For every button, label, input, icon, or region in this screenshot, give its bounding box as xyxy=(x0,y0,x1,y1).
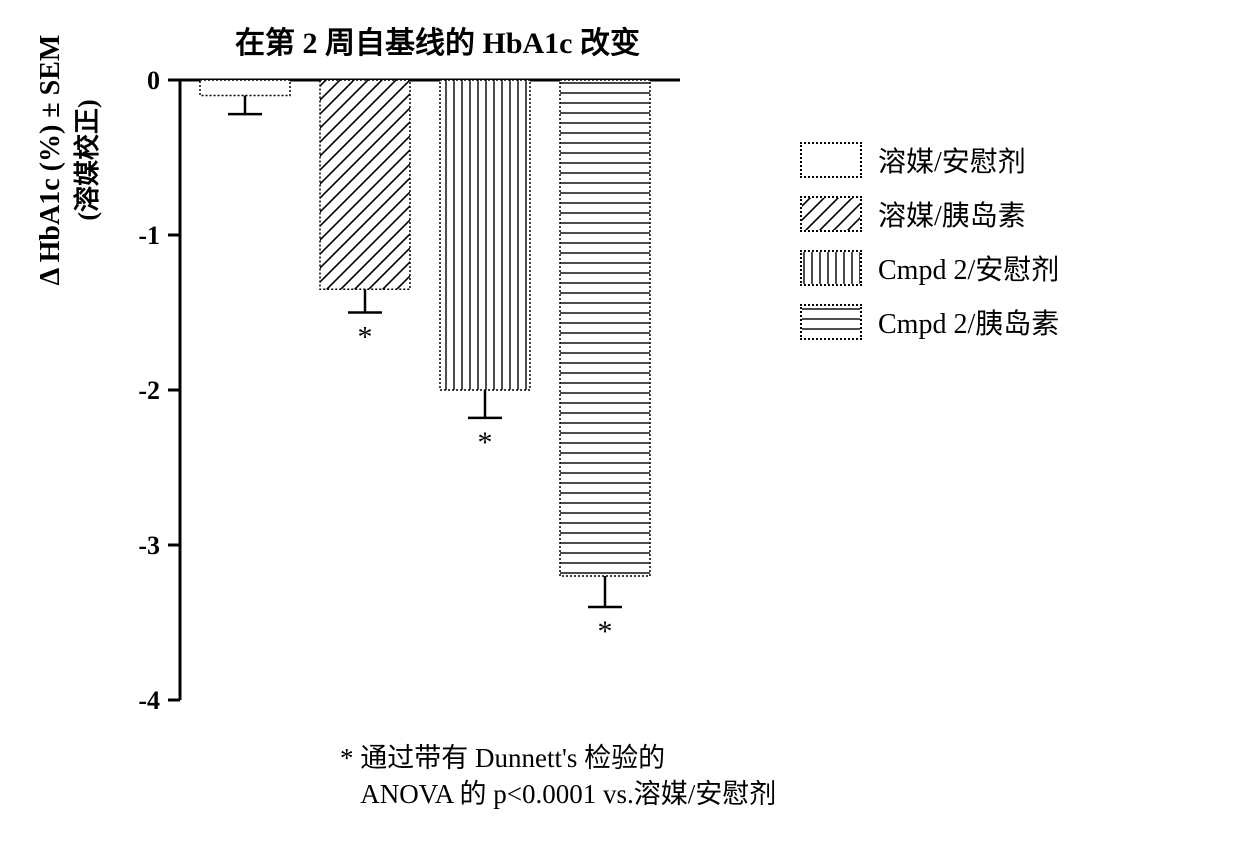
svg-text:-3: -3 xyxy=(138,531,160,560)
footnote: * 通过带有 Dunnett's 检验的 ANOVA 的 p<0.0001 vs… xyxy=(340,740,776,813)
legend-swatch xyxy=(800,250,862,286)
legend: 溶媒/安慰剂溶媒/胰岛素 Cmpd 2/安慰剂 Cmpd 2/胰岛素 xyxy=(800,140,1059,356)
svg-text:-4: -4 xyxy=(138,686,160,715)
bar xyxy=(560,80,650,576)
chart-title: 在第 2 周自基线的 HbA1c 改变 xyxy=(235,18,640,62)
legend-swatch xyxy=(800,196,862,232)
legend-swatch xyxy=(800,142,862,178)
svg-text:0: 0 xyxy=(147,66,160,95)
legend-label: Cmpd 2/安慰剂 xyxy=(878,248,1059,288)
y-axis-label: Δ HbA1c (%) ± SEM (溶媒校正) xyxy=(35,20,104,300)
svg-text:-1: -1 xyxy=(138,221,160,250)
legend-swatch xyxy=(800,304,862,340)
significance-marker: * xyxy=(358,321,373,354)
svg-text:-2: -2 xyxy=(138,376,160,405)
legend-label: Cmpd 2/胰岛素 xyxy=(878,302,1059,342)
y-axis-label-line1: Δ HbA1c (%) ± SEM xyxy=(35,20,67,300)
bar xyxy=(440,80,530,390)
significance-marker: * xyxy=(598,615,613,648)
bar-chart: 0 -1 -2 -3 -4 * * * xyxy=(100,60,740,740)
legend-label: 溶媒/安慰剂 xyxy=(878,140,1026,180)
footnote-line1: 通过带有 Dunnett's 检验的 xyxy=(360,743,665,773)
legend-item: 溶媒/安慰剂 xyxy=(800,140,1059,180)
legend-item: Cmpd 2/安慰剂 xyxy=(800,248,1059,288)
legend-label: 溶媒/胰岛素 xyxy=(878,194,1026,234)
legend-item: 溶媒/胰岛素 xyxy=(800,194,1059,234)
footnote-line2: ANOVA 的 p<0.0001 vs.溶媒/安慰剂 xyxy=(360,779,776,809)
y-axis-label-line2: (溶媒校正) xyxy=(67,20,104,300)
legend-item: Cmpd 2/胰岛素 xyxy=(800,302,1059,342)
significance-marker: * xyxy=(478,426,493,459)
bar xyxy=(200,80,290,96)
bar xyxy=(320,80,410,289)
footnote-marker: * xyxy=(340,743,354,773)
